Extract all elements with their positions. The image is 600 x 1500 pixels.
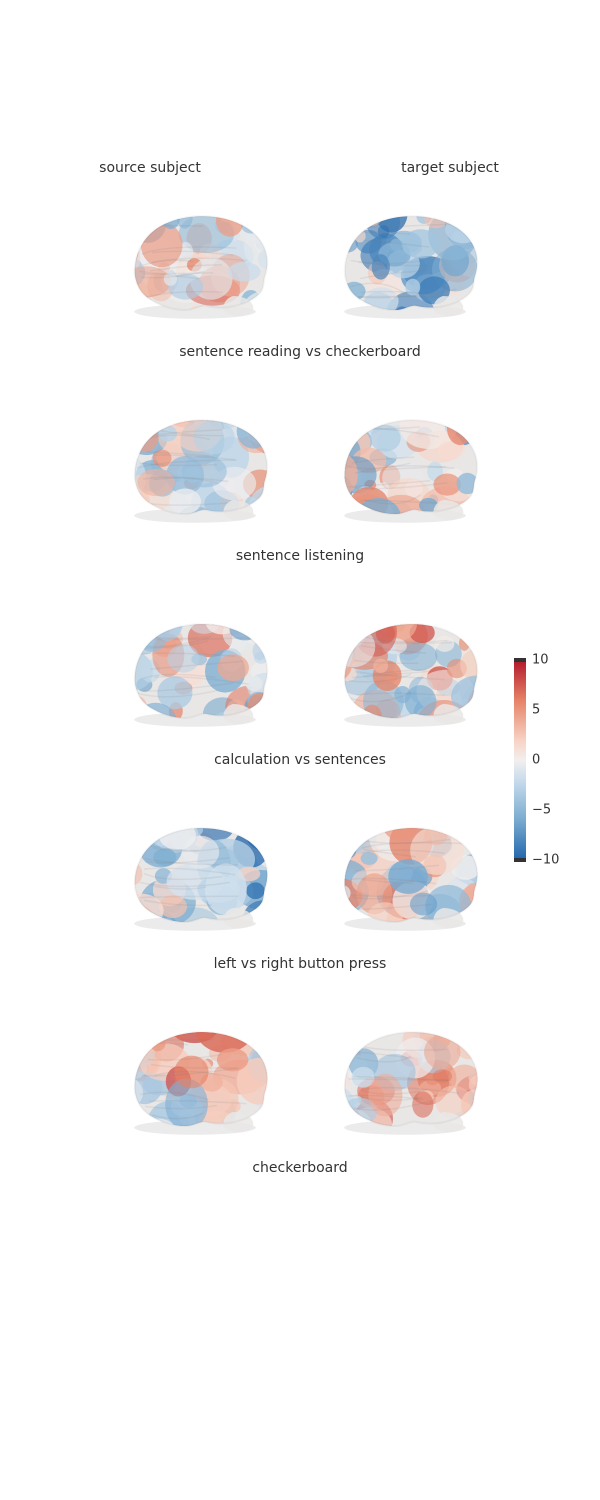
colorbar: 10 5 0 −5 −10 xyxy=(514,650,574,870)
row-caption: left vs right button press xyxy=(0,956,600,972)
brain-surface xyxy=(325,1022,485,1142)
brain-surface xyxy=(115,410,275,530)
brain-surface xyxy=(115,206,275,326)
colorbar-tick-label: 0 xyxy=(532,753,540,768)
colorbar-tick-label: −5 xyxy=(532,803,551,818)
brain-surface xyxy=(325,818,485,938)
row-caption: checkerboard xyxy=(0,1160,600,1176)
brain-row xyxy=(0,400,600,540)
brain-cell xyxy=(105,1012,285,1152)
brain-row xyxy=(0,196,600,336)
brain-cell xyxy=(315,400,495,540)
colorbar-tick-label: 10 xyxy=(532,653,549,668)
colorbar-tick-label: −10 xyxy=(532,853,559,868)
brain-surface xyxy=(115,614,275,734)
brain-row xyxy=(0,604,600,744)
column-header-target: target subject xyxy=(360,160,540,176)
colorbar-track xyxy=(514,660,526,860)
brain-surface xyxy=(115,818,275,938)
brain-cell xyxy=(315,604,495,744)
brain-cell xyxy=(315,196,495,336)
brain-surface xyxy=(325,410,485,530)
brain-cell xyxy=(105,808,285,948)
brain-contrast-figure: source subject target subject sentence r… xyxy=(0,160,600,1216)
brain-surface xyxy=(325,206,485,326)
brain-row xyxy=(0,1012,600,1152)
brain-cell xyxy=(105,400,285,540)
colorbar-gradient xyxy=(514,660,526,860)
column-headers: source subject target subject xyxy=(0,160,600,176)
brain-row xyxy=(0,808,600,948)
brain-cell xyxy=(315,1012,495,1152)
row-caption: sentence reading vs checkerboard xyxy=(0,344,600,360)
row-caption: sentence listening xyxy=(0,548,600,564)
brain-cell xyxy=(315,808,495,948)
row-caption: calculation vs sentences xyxy=(0,752,600,768)
brain-surface xyxy=(325,614,485,734)
column-header-source: source subject xyxy=(60,160,240,176)
brain-cell xyxy=(105,604,285,744)
colorbar-tick-label: 5 xyxy=(532,703,540,718)
brain-cell xyxy=(105,196,285,336)
brain-surface xyxy=(115,1022,275,1142)
